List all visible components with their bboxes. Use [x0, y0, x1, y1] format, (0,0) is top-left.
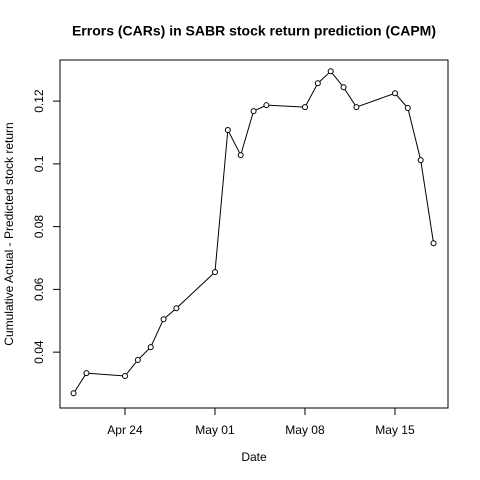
y-tick-label: 0.12: [32, 89, 46, 113]
point: [404, 105, 411, 112]
point: [134, 356, 141, 363]
point: [263, 102, 270, 109]
point: [250, 108, 257, 115]
point: [301, 104, 308, 111]
line: [73, 70, 435, 394]
chart-title: Errors (CARs) in SABR stock return predi…: [72, 23, 436, 39]
y-tick-label: 0.04: [32, 340, 46, 364]
point: [340, 84, 347, 91]
point: [83, 370, 90, 377]
y-axis-label: Cumulative Actual - Predicted stock retu…: [2, 122, 16, 345]
point: [70, 390, 77, 397]
point: [147, 344, 154, 351]
x-axis-label: Date: [241, 450, 267, 464]
y-tick-label: 0.08: [32, 215, 46, 239]
point: [327, 68, 334, 75]
x-tick-label: May 01: [195, 423, 235, 437]
point: [314, 80, 321, 87]
x-tick-label: Apr 24: [107, 423, 143, 437]
point: [353, 104, 360, 111]
point: [417, 157, 424, 164]
point: [211, 269, 218, 276]
point: [224, 126, 231, 133]
plot-box: [59, 59, 449, 409]
x-tick-label: May 15: [375, 423, 415, 437]
y-tick-label: 0.1: [32, 155, 46, 172]
y-tick-label: 0.06: [32, 277, 46, 301]
point: [173, 305, 180, 312]
x-tick-label: May 08: [285, 423, 325, 437]
point: [160, 316, 167, 323]
point: [430, 240, 437, 247]
point: [121, 372, 128, 379]
point: [391, 90, 398, 97]
point: [237, 152, 244, 159]
